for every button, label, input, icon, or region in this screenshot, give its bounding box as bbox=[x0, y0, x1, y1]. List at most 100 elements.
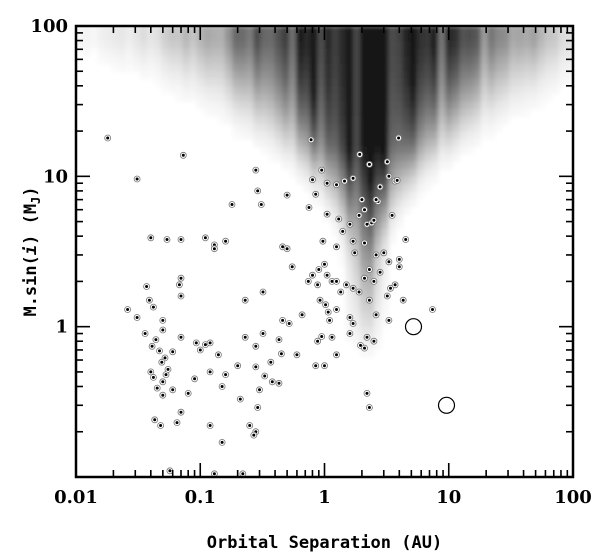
density-cell bbox=[367, 198, 375, 207]
density-cell bbox=[367, 251, 375, 260]
density-cell bbox=[246, 56, 255, 65]
data-point-core bbox=[337, 217, 341, 221]
density-cell bbox=[352, 319, 361, 328]
density-cell bbox=[381, 296, 389, 305]
density-cell bbox=[324, 78, 333, 87]
density-cell bbox=[338, 48, 347, 57]
density-cell bbox=[338, 101, 347, 110]
density-cell bbox=[459, 48, 468, 57]
density-cell bbox=[104, 56, 113, 65]
density-cell bbox=[232, 131, 240, 140]
density-cell bbox=[225, 101, 233, 110]
density-cell bbox=[360, 41, 368, 50]
density-cell bbox=[423, 108, 432, 117]
density-cell bbox=[459, 71, 468, 80]
density-cell bbox=[516, 108, 524, 117]
density-cell bbox=[466, 116, 475, 125]
density-cell bbox=[530, 78, 539, 87]
density-cell bbox=[459, 86, 468, 95]
density-cell bbox=[502, 33, 510, 42]
density-cell bbox=[338, 56, 347, 65]
density-cell bbox=[466, 108, 475, 117]
density-cell bbox=[381, 108, 389, 117]
density-cell bbox=[388, 41, 397, 50]
density-cell bbox=[345, 251, 354, 260]
density-cell bbox=[161, 71, 169, 80]
density-cell bbox=[154, 33, 162, 42]
density-cell bbox=[232, 56, 240, 65]
density-cell bbox=[253, 131, 262, 140]
density-cell bbox=[296, 153, 304, 162]
data-point-core bbox=[285, 247, 289, 251]
density-cell bbox=[189, 56, 198, 65]
density-cell bbox=[445, 48, 453, 57]
density-cell bbox=[331, 161, 340, 170]
density-cell bbox=[388, 33, 397, 42]
density-cell bbox=[423, 48, 432, 57]
density-cell bbox=[466, 138, 475, 147]
density-cell bbox=[381, 213, 389, 223]
density-cell bbox=[232, 33, 240, 42]
data-point-core bbox=[163, 356, 167, 360]
density-cell bbox=[409, 101, 418, 110]
density-cell bbox=[409, 86, 418, 95]
density-cell bbox=[253, 123, 262, 132]
density-cell bbox=[409, 191, 418, 200]
density-cell bbox=[381, 274, 389, 283]
density-cell bbox=[466, 78, 475, 87]
density-cell bbox=[132, 26, 141, 35]
density-cell bbox=[189, 48, 198, 57]
density-cell bbox=[367, 71, 375, 80]
density-cell bbox=[239, 56, 247, 65]
density-cell bbox=[317, 183, 326, 192]
density-cell bbox=[338, 168, 347, 177]
density-cell bbox=[409, 123, 418, 132]
density-cell bbox=[296, 161, 304, 170]
density-cell bbox=[381, 101, 389, 110]
density-cell bbox=[352, 33, 361, 42]
density-cell bbox=[132, 48, 141, 57]
data-point-core bbox=[208, 370, 212, 374]
data-point-core bbox=[374, 313, 378, 317]
density-cell bbox=[409, 93, 418, 102]
density-cell bbox=[480, 41, 489, 50]
data-point-core bbox=[212, 247, 216, 251]
density-cell bbox=[175, 48, 184, 57]
density-cell bbox=[381, 48, 389, 57]
data-point-core bbox=[325, 273, 329, 277]
density-cell bbox=[360, 228, 368, 238]
density-cell bbox=[182, 41, 191, 50]
density-cell bbox=[530, 86, 539, 95]
density-cell bbox=[281, 48, 290, 57]
density-cell bbox=[260, 116, 269, 125]
data-point-core bbox=[397, 265, 401, 269]
density-cell bbox=[530, 33, 539, 42]
density-cell bbox=[345, 86, 354, 95]
density-cell bbox=[345, 116, 354, 125]
density-cell bbox=[331, 146, 340, 155]
density-cell bbox=[523, 33, 531, 42]
density-cell bbox=[367, 33, 375, 42]
density-cell bbox=[360, 183, 368, 192]
density-cell bbox=[352, 108, 361, 117]
data-point-core bbox=[160, 360, 164, 364]
density-cell bbox=[203, 48, 212, 57]
density-cell bbox=[381, 319, 389, 328]
density-cell bbox=[416, 41, 425, 50]
density-cell bbox=[445, 93, 453, 102]
density-cell bbox=[367, 63, 375, 72]
density-cell bbox=[388, 86, 397, 95]
density-cell bbox=[494, 26, 503, 35]
density-cell bbox=[374, 63, 382, 72]
density-cell bbox=[473, 101, 482, 110]
data-point-core bbox=[330, 335, 334, 339]
x-axis-title: Orbital Separation (AU) bbox=[207, 533, 442, 553]
density-cell bbox=[374, 93, 382, 102]
density-cell bbox=[161, 86, 169, 95]
density-cell bbox=[260, 131, 269, 140]
data-point-core bbox=[324, 303, 328, 307]
density-cell bbox=[381, 146, 389, 155]
density-cell bbox=[381, 93, 389, 102]
density-cell bbox=[296, 33, 304, 42]
axis-ticks bbox=[75, 26, 573, 478]
